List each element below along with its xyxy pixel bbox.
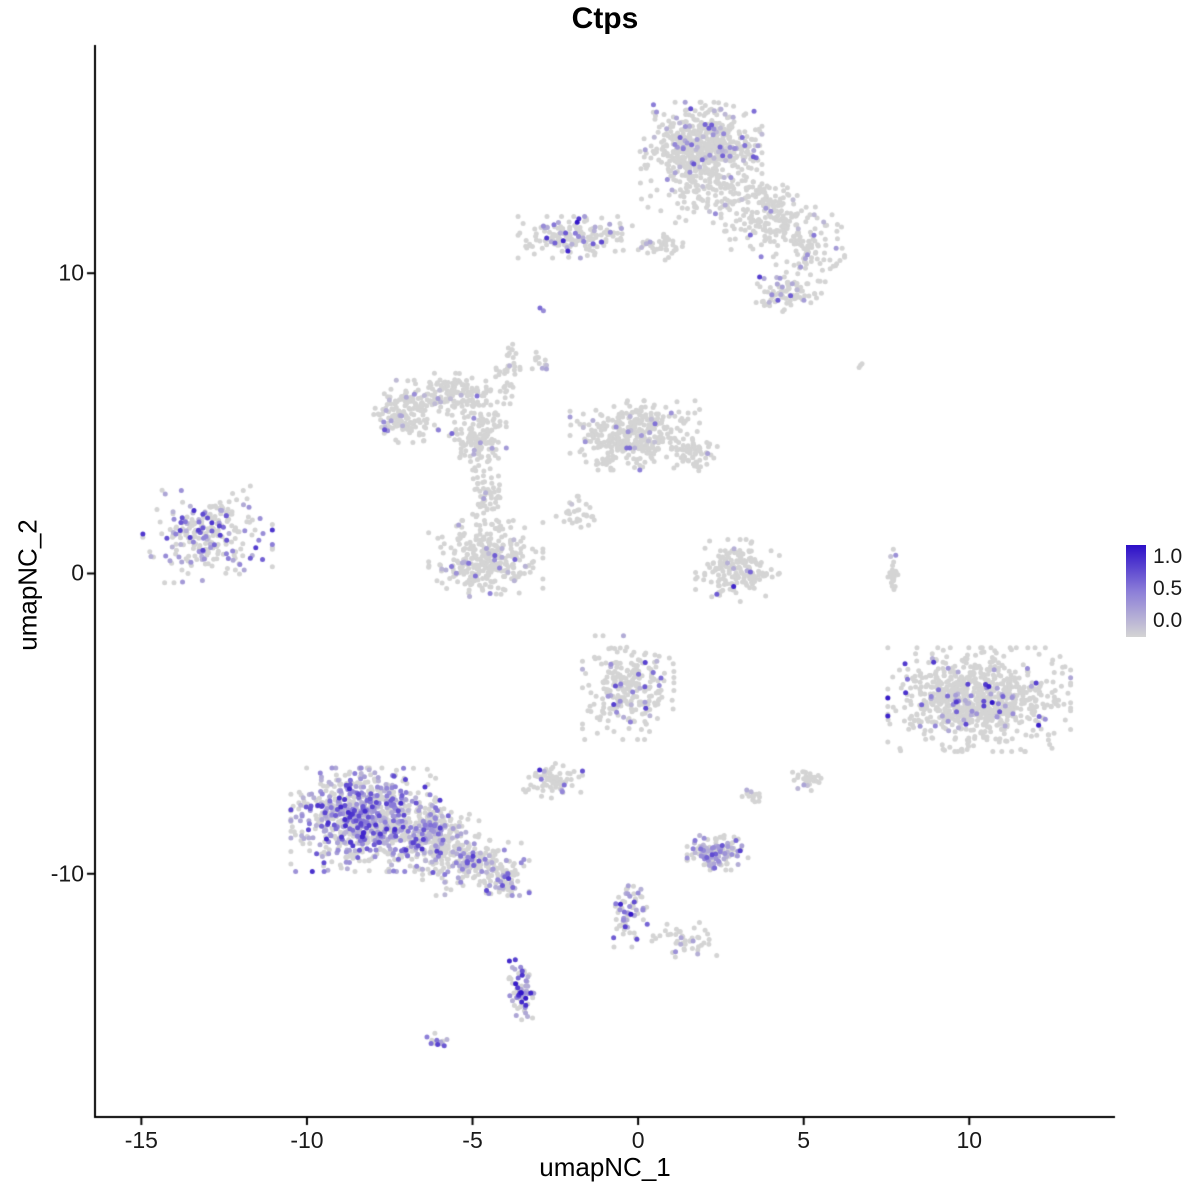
x-tick-label: 5 [797, 1127, 811, 1153]
plot-title: Ctps [571, 2, 639, 35]
x-tick-label: -5 [462, 1127, 483, 1153]
y-tick-label: 0 [71, 559, 84, 586]
x-tick-label: 0 [631, 1127, 645, 1153]
legend-tick-mid: 0.5 [1153, 577, 1183, 600]
legend-tick-low: 0.0 [1153, 609, 1183, 632]
y-tick-label: 10 [58, 259, 84, 286]
x-axis-label: umapNC_1 [539, 1152, 671, 1182]
legend-gradient-bar [1126, 545, 1146, 637]
color-legend: 1.0 0.5 0.0 [1126, 545, 1196, 645]
legend-tick-high: 1.0 [1153, 545, 1183, 568]
x-tick-label: -15 [124, 1127, 158, 1153]
x-tick-label: -10 [290, 1127, 324, 1153]
y-tick-label: -10 [50, 860, 84, 887]
x-tick-label: 10 [956, 1127, 983, 1153]
